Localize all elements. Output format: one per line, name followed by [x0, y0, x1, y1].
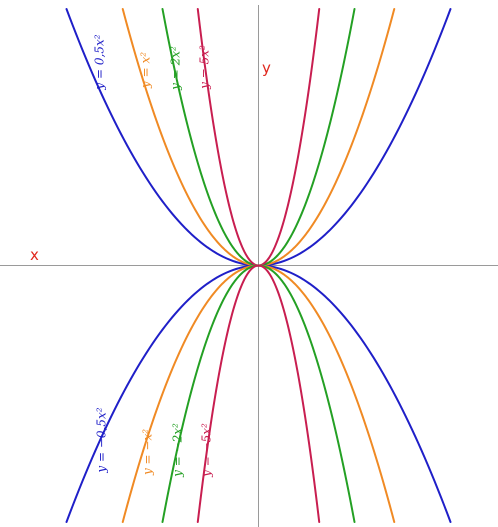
y-axis-label: y	[262, 59, 271, 77]
series-label-1: y = x²	[139, 52, 153, 89]
series-label-neg-5: y = −5x²	[200, 423, 214, 478]
series-label-2: y = 2x²	[169, 46, 183, 91]
series-label-neg-0-5: y = −0,5x²	[95, 407, 109, 473]
series-labels: y = 0,5x² y = x² y = 2x² y = 5x² y = −0,5x² y…	[93, 34, 214, 478]
series-label-5: y = 5x²	[198, 45, 212, 90]
series-label-neg-1: y = −x²	[141, 429, 155, 476]
x-axis-label: x	[30, 246, 39, 264]
series-line-neg-5	[196, 264, 321, 523]
series-curves	[65, 8, 452, 523]
series-label-neg-2: y = −2x²	[171, 423, 185, 478]
series-label-0-5: y = 0,5x²	[93, 34, 107, 90]
